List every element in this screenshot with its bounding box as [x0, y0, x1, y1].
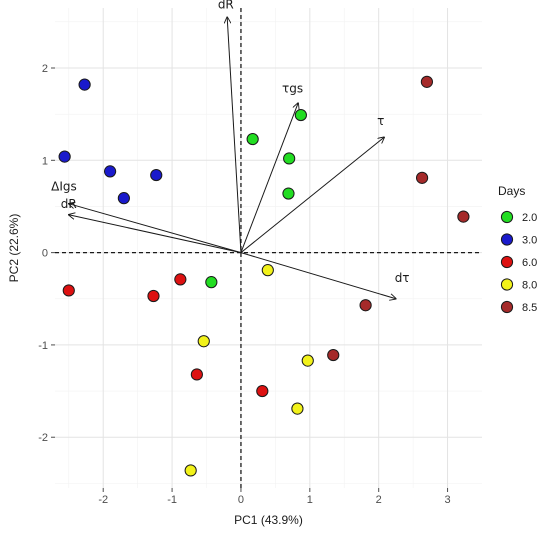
data-point-day-8-0	[197, 335, 210, 348]
axes: -2 -1 0 1 2 3 -2 -1 0 1 2 PC1 (43.9%) PC2 (22.6%)	[7, 63, 451, 527]
legend-swatch-3-0	[500, 233, 514, 246]
data-point-day-3-0	[78, 78, 91, 91]
grid-lines	[55, 8, 482, 488]
x-tick-label: 0	[238, 494, 244, 506]
data-points	[58, 75, 470, 477]
data-point-day-8-5	[415, 171, 429, 184]
y-axis-title: PC2 (22.6%)	[7, 214, 21, 283]
legend-label-3-0: 3.0	[522, 235, 537, 247]
y-tick-label: 2	[42, 63, 48, 75]
data-point-day-8-0	[301, 354, 314, 367]
data-point-day-8-5	[420, 75, 434, 88]
data-point-day-6-0	[256, 384, 269, 398]
loading-arrow-2	[240, 137, 384, 254]
y-tick-label: 0	[42, 248, 48, 260]
data-point-day-3-0	[103, 165, 117, 178]
y-tick-label: 1	[42, 155, 48, 167]
loading-label-0: dR	[218, 0, 234, 12]
loading-arrow-5	[240, 252, 396, 299]
data-point-day-3-0	[117, 192, 130, 205]
loading-arrow-3	[69, 204, 242, 254]
data-point-day-8-0	[261, 264, 274, 277]
data-point-day-8-0	[184, 464, 197, 477]
data-point-day-6-0	[174, 273, 187, 286]
x-tick-label: 1	[307, 494, 313, 506]
data-point-day-3-0	[58, 150, 71, 163]
loading-arrow-0	[227, 17, 242, 253]
legend-title: Days	[498, 184, 525, 198]
data-point-day-2-0	[283, 152, 296, 165]
data-point-day-8-0	[291, 402, 304, 415]
legend-swatch-8-0	[500, 278, 514, 291]
data-point-day-2-0	[282, 187, 295, 200]
data-point-day-3-0	[150, 168, 163, 182]
legend-swatch-8-5	[500, 300, 514, 314]
x-tick-label: 2	[376, 494, 382, 506]
x-axis-title: PC1 (43.9%)	[234, 513, 303, 527]
legend-label-8-5: 8.5	[522, 302, 537, 314]
legend-label-2-0: 2.0	[522, 212, 537, 224]
loading-label-2: τ	[377, 114, 384, 128]
loading-vectors: dR τgs τ ΔIgs dR dτ	[51, 0, 410, 299]
reference-lines	[55, 8, 482, 488]
loading-arrow-4	[69, 215, 242, 254]
data-point-day-8-5	[327, 348, 340, 362]
data-point-day-2-0	[205, 276, 218, 289]
legend-swatch-6-0	[500, 255, 514, 269]
x-tick-label: 3	[445, 494, 451, 506]
data-point-day-6-0	[62, 284, 75, 297]
loading-label-3: ΔIgs	[51, 180, 77, 194]
loading-arrow-1	[240, 103, 298, 253]
loading-label-1: τgs	[282, 82, 303, 96]
legend-swatch-2-0	[500, 210, 514, 224]
legend: Days 2.0 3.0 6.0 8.0 8.5	[498, 184, 537, 314]
loading-label-4: dR	[61, 197, 77, 211]
data-point-day-6-0	[190, 368, 203, 381]
legend-label-6-0: 6.0	[522, 257, 537, 269]
data-point-day-8-5	[457, 210, 470, 223]
x-tick-label: -2	[98, 494, 108, 506]
data-point-day-2-0	[294, 108, 307, 122]
data-point-day-6-0	[147, 289, 160, 303]
legend-label-8-0: 8.0	[522, 280, 537, 292]
loading-label-5: dτ	[395, 271, 410, 285]
x-tick-label: -1	[167, 494, 177, 506]
data-point-day-2-0	[246, 132, 259, 146]
y-tick-label: -2	[38, 432, 48, 444]
data-point-day-8-5	[359, 299, 372, 312]
y-tick-label: -1	[38, 340, 48, 352]
